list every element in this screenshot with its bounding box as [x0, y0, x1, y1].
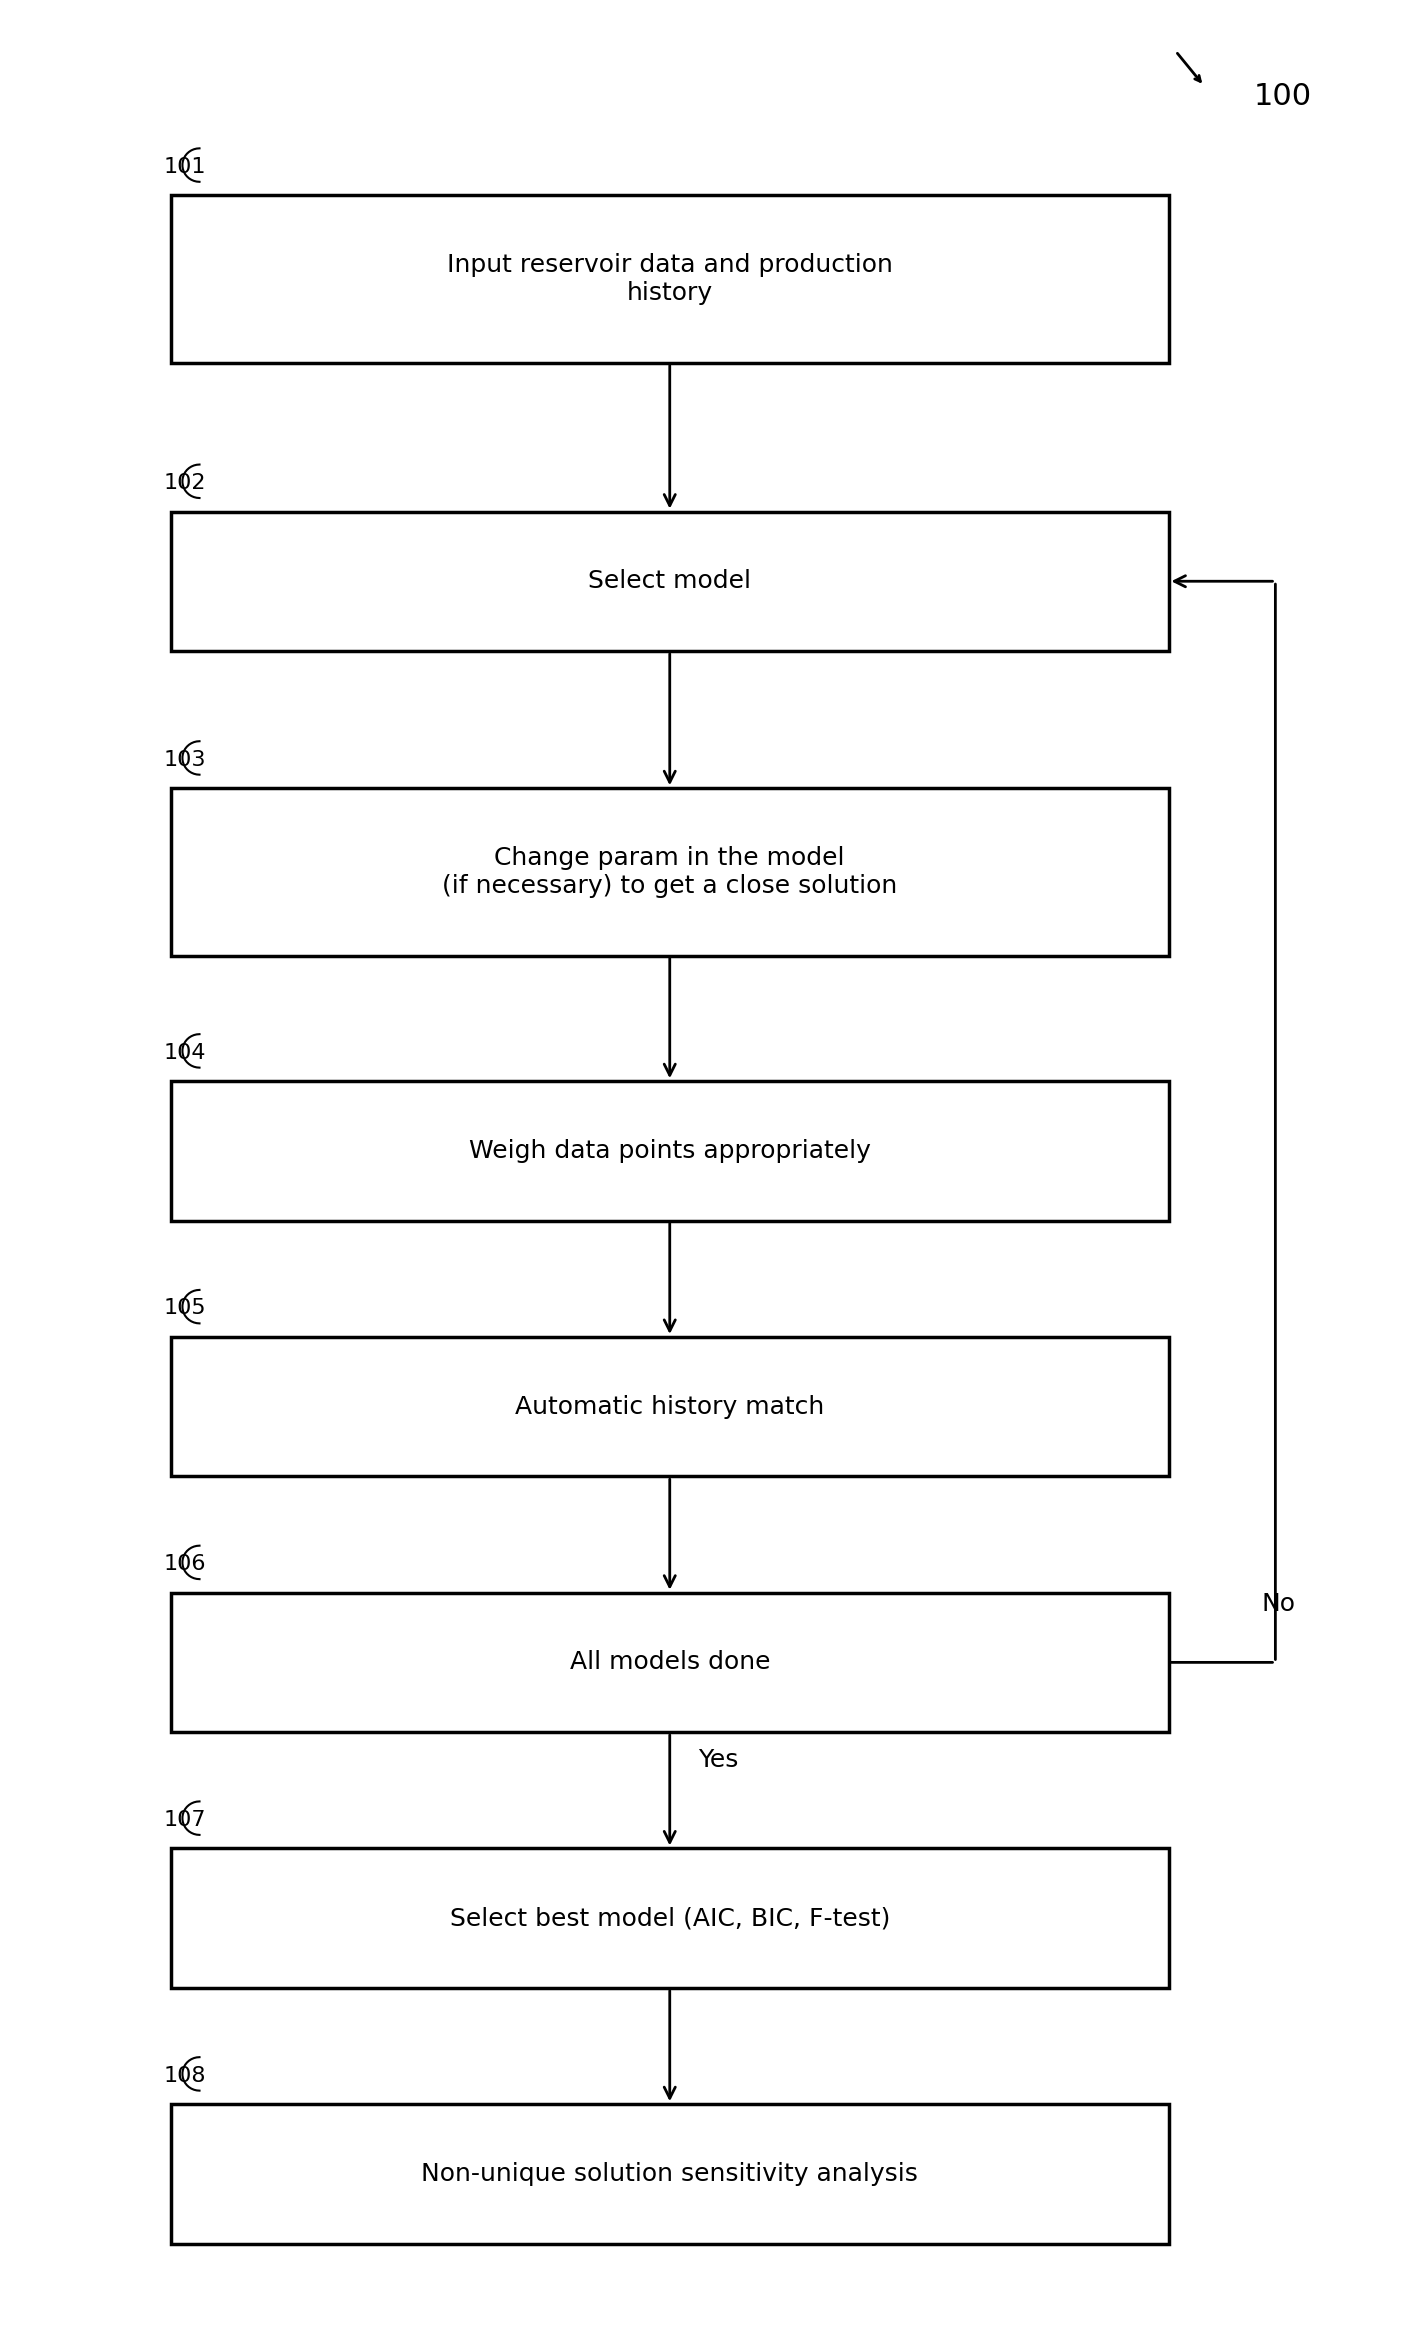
Text: Input reservoir data and production
history: Input reservoir data and production hist…	[447, 253, 892, 305]
Text: 108: 108	[164, 2065, 207, 2086]
Text: 103: 103	[164, 749, 207, 770]
Text: 107: 107	[164, 1809, 207, 1830]
Text: 100: 100	[1254, 81, 1312, 112]
Text: Yes: Yes	[698, 1748, 738, 1772]
FancyBboxPatch shape	[171, 788, 1168, 956]
FancyBboxPatch shape	[171, 512, 1168, 651]
Text: Change param in the model
(if necessary) to get a close solution: Change param in the model (if necessary)…	[442, 846, 898, 897]
Text: 102: 102	[164, 472, 207, 493]
FancyBboxPatch shape	[171, 1593, 1168, 1732]
FancyBboxPatch shape	[171, 195, 1168, 363]
FancyBboxPatch shape	[171, 2104, 1168, 2244]
Text: 106: 106	[164, 1553, 207, 1574]
Text: Select best model (AIC, BIC, F-test): Select best model (AIC, BIC, F-test)	[449, 1906, 891, 1930]
Text: Select model: Select model	[589, 570, 751, 593]
Text: Automatic history match: Automatic history match	[514, 1395, 825, 1418]
Text: 104: 104	[164, 1042, 207, 1063]
FancyBboxPatch shape	[171, 1081, 1168, 1221]
Text: All models done: All models done	[570, 1651, 770, 1674]
FancyBboxPatch shape	[171, 1848, 1168, 1988]
Text: No: No	[1261, 1593, 1295, 1616]
FancyBboxPatch shape	[171, 1337, 1168, 1476]
Text: Non-unique solution sensitivity analysis: Non-unique solution sensitivity analysis	[422, 2162, 918, 2185]
Text: 101: 101	[164, 156, 207, 177]
Text: 105: 105	[164, 1297, 207, 1318]
Text: Weigh data points appropriately: Weigh data points appropriately	[469, 1139, 871, 1162]
